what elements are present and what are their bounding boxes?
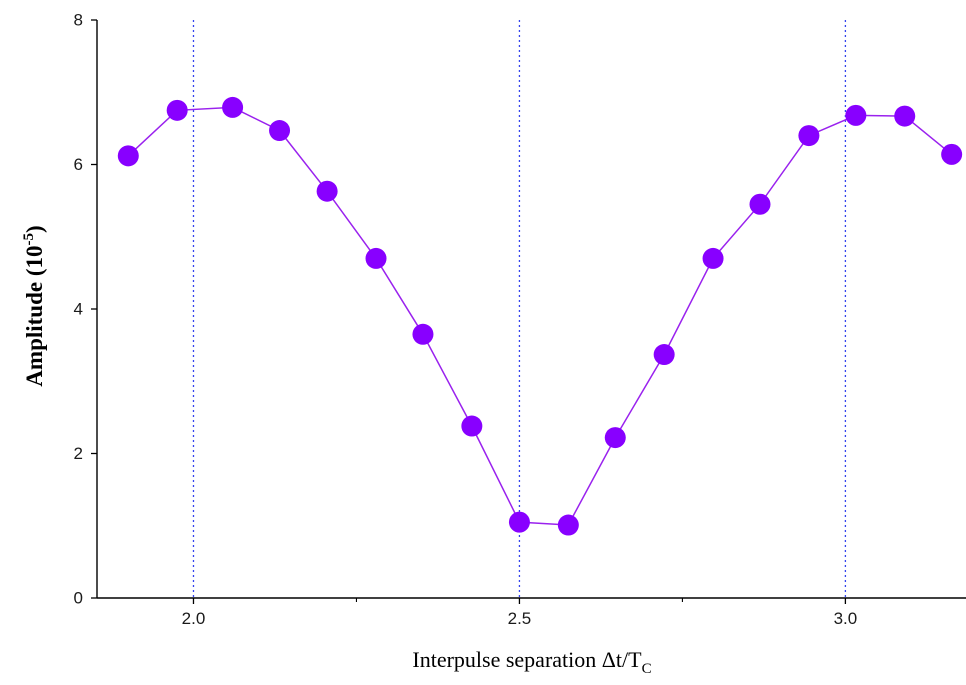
data-points [117, 96, 963, 536]
data-point [269, 120, 291, 142]
ticks: 0 2 4 6 8 2.0 2.5 3.0 [74, 11, 858, 629]
data-point [412, 323, 434, 345]
data-point [365, 247, 387, 269]
x-tick-label: 2.0 [182, 609, 206, 628]
data-point [316, 180, 338, 202]
x-axis-title: Interpulse separation Δt/TC [412, 647, 651, 677]
series-line [127, 106, 953, 526]
data-point [749, 193, 771, 215]
reference-lines [192, 20, 847, 598]
x-tick-label: 2.5 [508, 609, 532, 628]
y-axis-title: Amplitude (10-5) [21, 225, 47, 386]
data-point [653, 344, 675, 366]
x-tick-label: 3.0 [834, 609, 858, 628]
data-point [798, 125, 820, 147]
y-tick-label: 8 [74, 11, 83, 30]
data-point [508, 511, 530, 533]
data-point [557, 514, 579, 536]
data-point [604, 427, 626, 449]
y-tick-label: 2 [74, 444, 83, 463]
y-tick-label: 6 [74, 155, 83, 174]
data-point [222, 96, 244, 118]
data-point [894, 105, 916, 127]
data-point [461, 415, 483, 437]
data-point [941, 143, 963, 165]
data-point [702, 247, 724, 269]
y-tick-label: 0 [74, 589, 83, 608]
data-point [166, 99, 188, 121]
data-point [117, 145, 139, 167]
data-point [845, 104, 867, 126]
y-tick-label: 4 [74, 300, 83, 319]
series-polyline [127, 106, 953, 526]
